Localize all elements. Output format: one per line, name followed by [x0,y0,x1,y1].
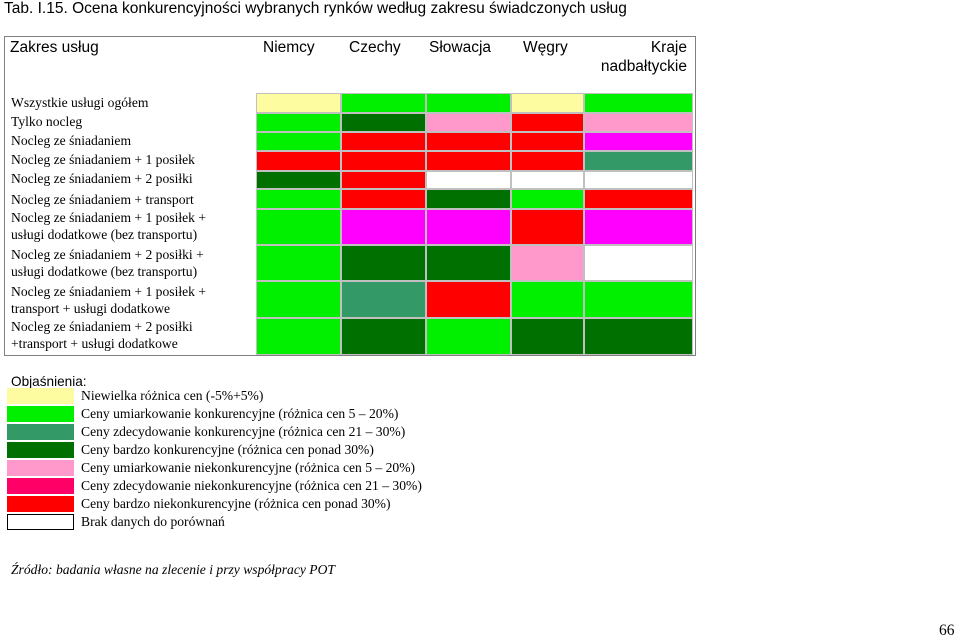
rating-cell [256,281,341,318]
legend-swatch [7,478,74,494]
row-label: Tylko nocleg [11,114,83,129]
header-country-hu: Węgry [523,39,568,56]
rating-cell [426,281,511,318]
header-country-sk: Słowacja [429,39,492,56]
rating-cell [341,113,426,132]
rating-cell [341,151,426,171]
header-country-cz: Czechy [349,39,401,56]
legend-label: Ceny umiarkowanie konkurencyjne (różnica… [81,406,399,421]
rating-cell [511,189,584,209]
rating-cell [426,113,511,132]
source-note: Źródło: badania własne na zlecenie i prz… [11,562,335,577]
rating-cell [341,93,426,113]
rating-cell [426,132,511,151]
rating-cell [426,151,511,171]
row-label: Nocleg ze śniadaniem [11,133,132,148]
rating-cell [256,189,341,209]
rating-cell [584,318,693,355]
rating-cell [584,113,693,132]
rating-cell [511,318,584,355]
rating-cell [584,189,693,209]
row-label: Nocleg ze śniadaniem + 2 posiłki + usług… [11,247,204,280]
legend-label: Niewielka różnica cen (-5%+5%) [81,388,264,403]
rating-cell [584,171,693,189]
header-country-baltic: Kraje nadbałtyckie [600,39,687,75]
rating-cell [511,171,584,189]
row-label: Nocleg ze śniadaniem + 2 posiłki [11,171,193,186]
header-scope: Zakres usług [10,39,99,56]
legend-label: Ceny umiarkowanie niekonkurencyjne (różn… [81,460,416,475]
row-label: Nocleg ze śniadaniem + 1 posiłek [11,152,195,167]
rating-cell [256,113,341,132]
rating-cell [341,281,426,318]
rating-cell [426,189,511,209]
rating-cell [511,209,584,245]
legend-title: Objaśnienia: [11,374,87,389]
page-number: 66 [939,622,955,639]
rating-cell [341,245,426,281]
legend-label: Ceny zdecydowanie niekonkurencyjne (różn… [81,478,422,493]
legend-label: Brak danych do porównań [81,514,225,529]
rating-cell [584,281,693,318]
rating-cell [341,171,426,189]
rating-cell [256,245,341,281]
legend-swatch [7,406,74,422]
table-frame [4,36,696,356]
legend-swatch [7,424,74,440]
rating-cell [584,209,693,245]
legend-swatch [7,496,74,512]
rating-cell [511,281,584,318]
rating-cell [256,151,341,171]
rating-cell [511,245,584,281]
legend-swatch [7,514,74,530]
rating-cell [511,151,584,171]
header-country-de: Niemcy [263,39,315,56]
rating-cell [584,245,693,281]
row-label: Nocleg ze śniadaniem + transport [11,192,194,207]
rating-cell [426,171,511,189]
rating-cell [511,93,584,113]
rating-cell [426,93,511,113]
rating-cell [426,209,511,245]
legend-swatch [7,442,74,458]
row-label: Nocleg ze śniadaniem + 1 posiłek + usług… [11,210,207,243]
rating-cell [511,113,584,132]
row-label: Nocleg ze śniadaniem + 1 posiłek + trans… [11,284,207,317]
table-title: Tab. I.15. Ocena konkurencyjności wybran… [4,0,627,17]
rating-cell [341,189,426,209]
legend-label: Ceny zdecydowanie konkurencyjne (różnica… [81,424,406,439]
legend-label: Ceny bardzo niekonkurencyjne (różnica ce… [81,496,391,511]
rating-cell [341,318,426,355]
rating-cell [511,132,584,151]
rating-cell [426,318,511,355]
row-label: Wszystkie usługi ogółem [11,95,149,110]
rating-cell [426,245,511,281]
rating-cell [341,132,426,151]
legend-label: Ceny bardzo konkurencyjne (różnica cen p… [81,442,374,457]
rating-cell [584,93,693,113]
row-label: Nocleg ze śniadaniem + 2 posiłki +transp… [11,319,193,352]
rating-cell [256,93,341,113]
rating-cell [584,132,693,151]
rating-cell [256,132,341,151]
legend-swatch [7,388,74,404]
rating-cell [256,318,341,355]
rating-cell [584,151,693,171]
rating-cell [341,209,426,245]
rating-cell [256,171,341,189]
rating-cell [256,209,341,245]
legend-swatch [7,460,74,476]
